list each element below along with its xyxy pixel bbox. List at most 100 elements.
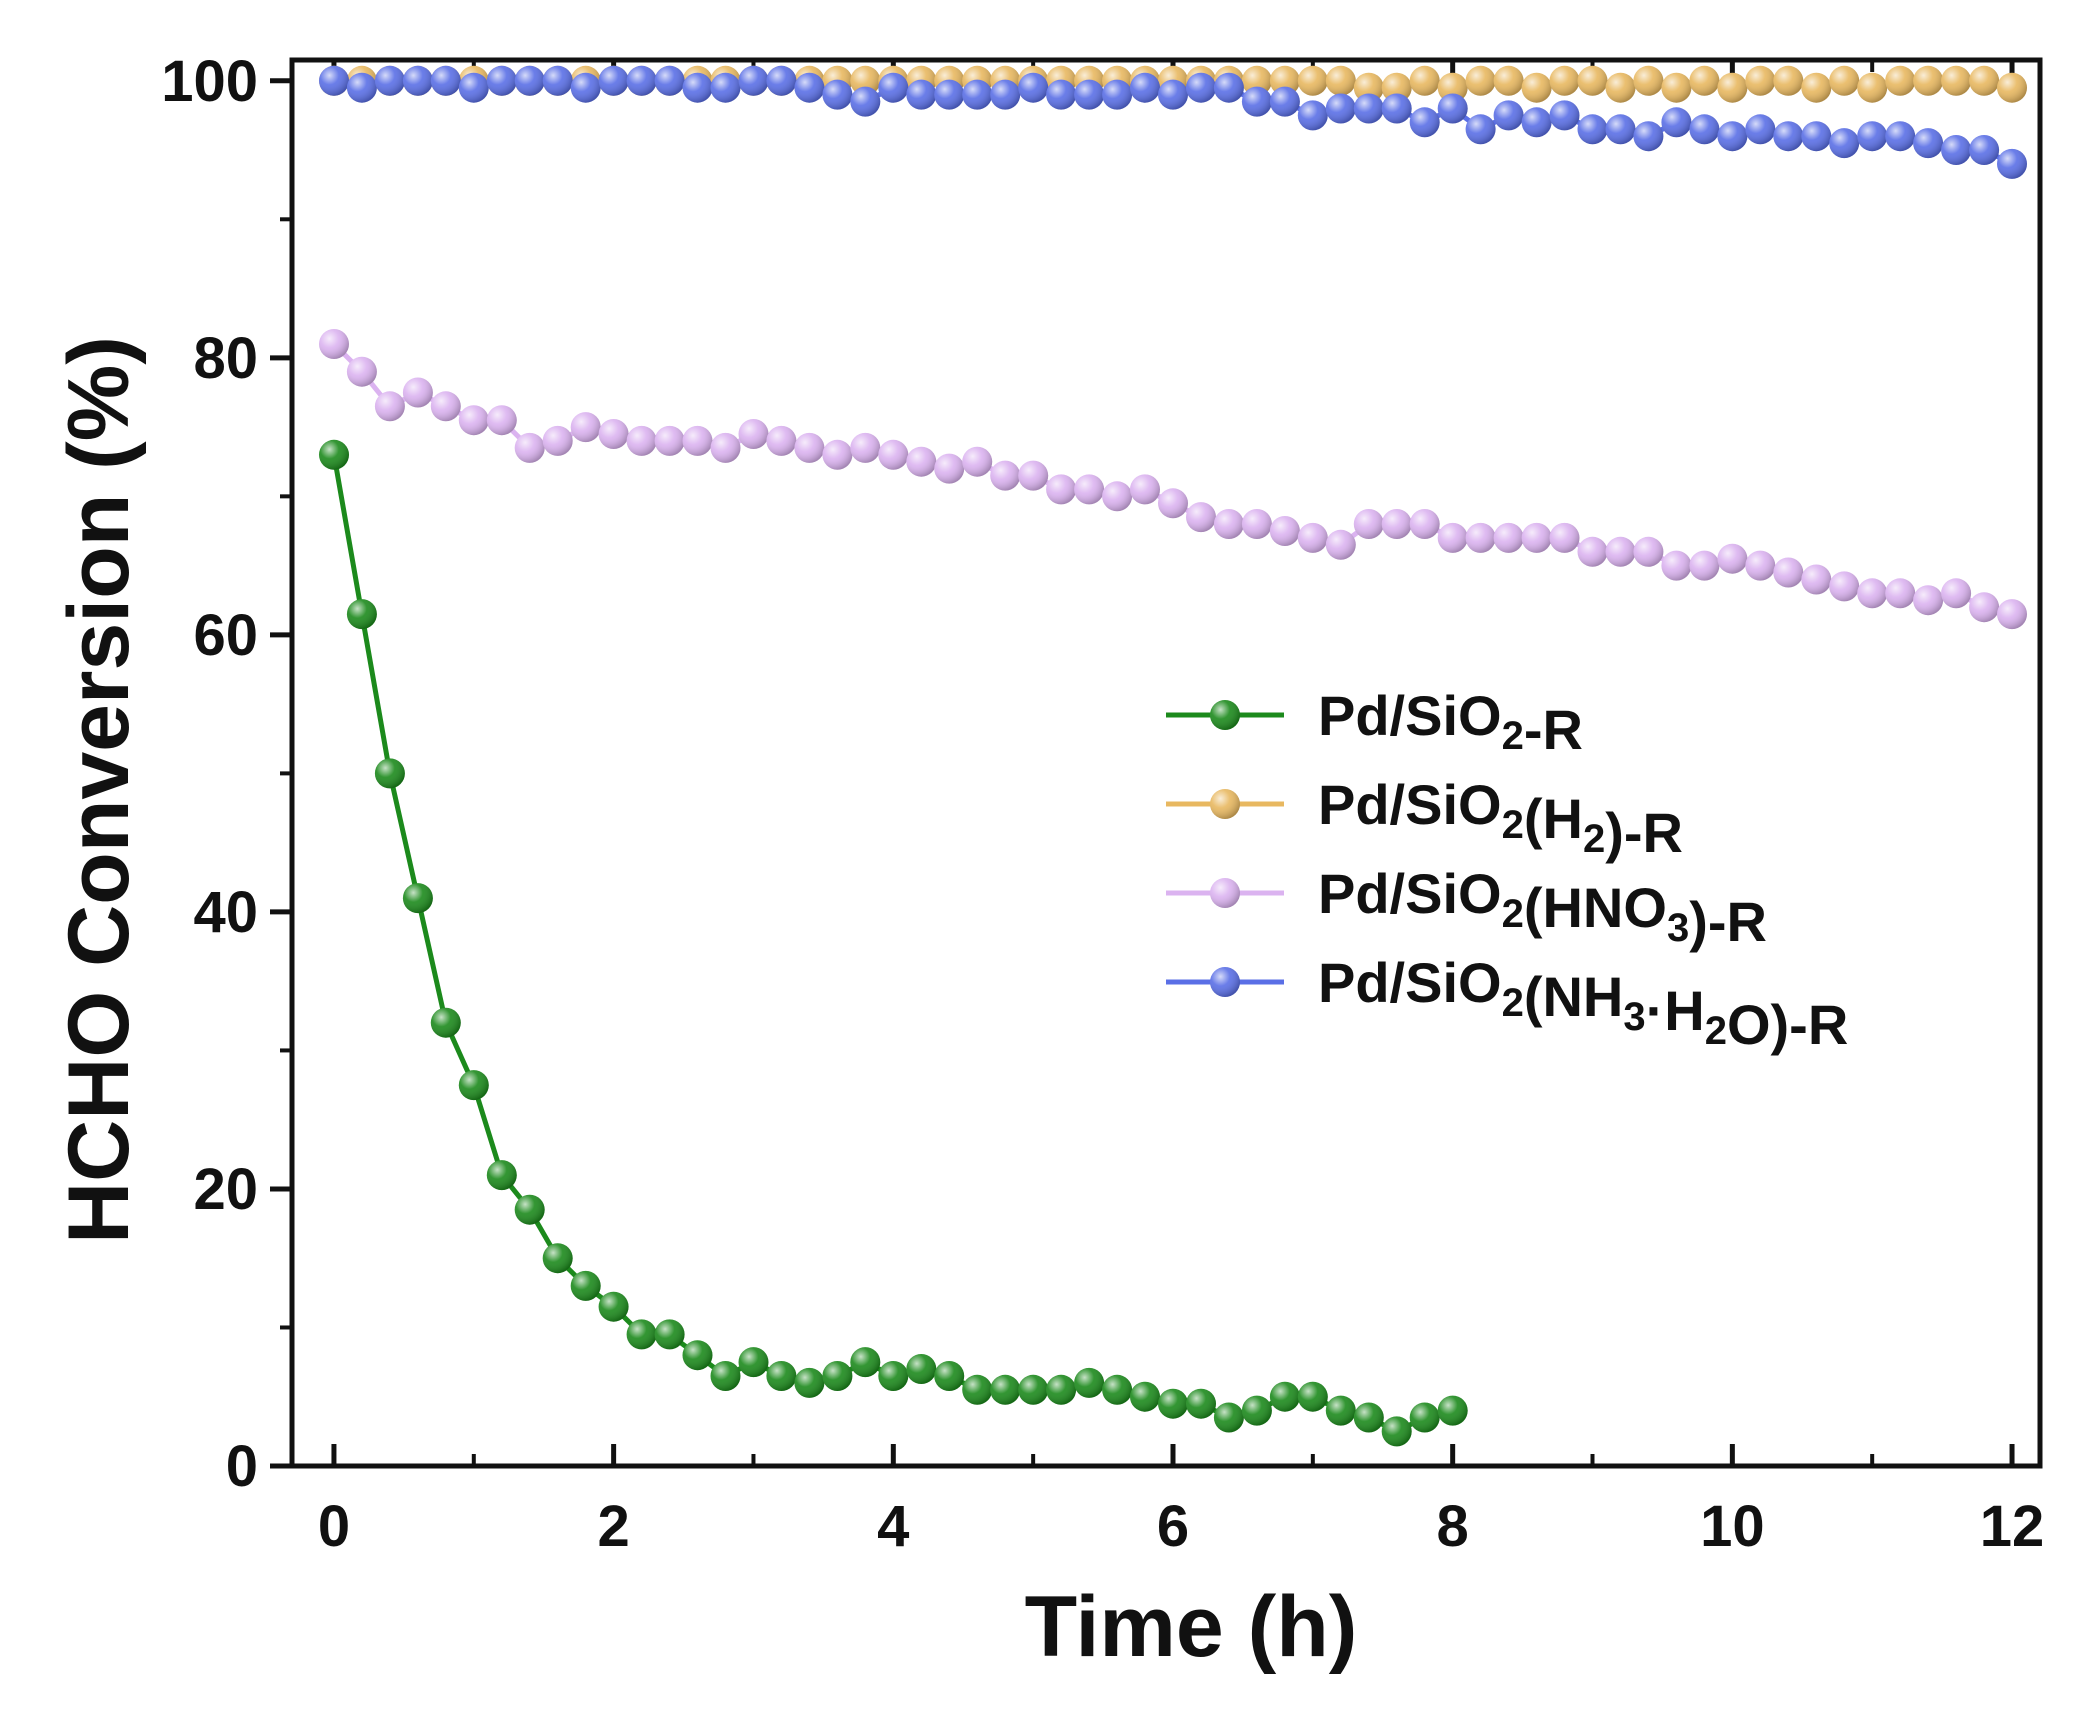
data-point-shade (1409, 65, 1440, 96)
data-point-shade (794, 1367, 825, 1398)
data-point-shade (1577, 536, 1608, 567)
data-point-shade (374, 65, 405, 96)
data-point-shade (458, 405, 489, 436)
data-point-shade (850, 65, 881, 96)
data-point-shade (1661, 550, 1692, 581)
data-point-shade (514, 1194, 545, 1225)
data-point-shade (1969, 135, 2000, 165)
legend-marker-shade (1210, 789, 1240, 819)
data-point-shade (1297, 1381, 1328, 1412)
data-point-shade (1829, 571, 1860, 602)
data-point-shade (514, 432, 545, 463)
data-point-shade (822, 79, 853, 110)
data-point-shade (626, 1319, 657, 1350)
data-point-shade (1661, 72, 1692, 103)
data-point-shade (1857, 121, 1888, 152)
data-point-shade (626, 65, 657, 96)
data-point-shade (850, 86, 881, 117)
data-point-shade (514, 65, 545, 96)
data-point-shade (766, 1361, 797, 1391)
data-point-shade (1213, 509, 1244, 539)
legend-label: Pd/SiO2(H2)-R (1318, 773, 1683, 864)
data-point-shade (1381, 72, 1412, 103)
data-point-shade (710, 72, 741, 103)
data-point-shade (1241, 1395, 1272, 1426)
data-point-shade (402, 377, 433, 408)
data-point-shade (1046, 1374, 1077, 1405)
data-point-shade (1018, 1374, 1049, 1405)
data-point-shade (1241, 86, 1272, 117)
data-point-shade (1633, 65, 1664, 96)
series-pd-sio2-r (319, 439, 1468, 1447)
x-axis-label: Time (h) (1025, 1579, 1358, 1675)
data-point-shade (1521, 72, 1552, 103)
data-point-shade (374, 758, 405, 789)
data-point-shade (682, 72, 713, 103)
data-point-shade (402, 65, 433, 96)
data-point-shade (1186, 72, 1216, 103)
data-point-shade (1465, 65, 1496, 96)
data-point-shade (1102, 481, 1133, 512)
data-point-shade (1325, 65, 1356, 96)
data-point-shade (934, 453, 965, 484)
y-tick-label: 60 (193, 603, 258, 668)
data-point-shade (1437, 522, 1468, 553)
data-point-shade (486, 405, 517, 436)
data-point-shade (1074, 79, 1105, 110)
data-point-shade (990, 79, 1021, 110)
data-point-shade (654, 425, 685, 456)
data-point-shade (710, 1361, 741, 1391)
data-point-shade (1857, 578, 1888, 609)
data-point-shade (1521, 107, 1552, 138)
data-point-shade (1829, 128, 1860, 159)
data-point-shade (1158, 488, 1188, 519)
data-point-shade (1885, 121, 1916, 152)
legend-item: Pd/SiO2(NH3·H2O)-R (1166, 951, 1848, 1056)
data-point-shade (1353, 509, 1384, 539)
data-point-shade (1493, 100, 1524, 131)
data-point-shade (1885, 578, 1916, 609)
legend-item: Pd/SiO2(HNO3)-R (1166, 862, 1767, 953)
data-point-shade (1969, 592, 2000, 623)
data-point-shade (1661, 107, 1692, 138)
data-point-shade (1773, 65, 1804, 96)
data-point-shade (486, 65, 517, 96)
data-point-shade (1577, 65, 1608, 96)
legend-label: Pd/SiO2-R (1318, 684, 1583, 761)
data-point-shade (1325, 1395, 1356, 1426)
data-point-shade (766, 425, 797, 456)
data-point-shade (1102, 1374, 1133, 1405)
data-point-shade (1717, 121, 1748, 152)
data-point-shade (1549, 100, 1580, 131)
x-tick-label: 6 (1157, 1494, 1189, 1559)
data-point-shade (1465, 522, 1496, 553)
data-point-shade (738, 419, 769, 449)
data-point-shade (570, 72, 601, 103)
data-point-shade (1997, 148, 2027, 179)
data-point-shade (1381, 509, 1412, 539)
data-point-shade (1353, 1402, 1384, 1433)
data-point-shade (598, 1291, 629, 1322)
x-tick-label: 2 (597, 1494, 629, 1559)
data-point-shade (1297, 522, 1328, 553)
data-point-shade (1213, 72, 1244, 103)
x-tick-label: 0 (318, 1494, 350, 1559)
data-point-shade (738, 65, 769, 96)
y-axis-label: HCHO Conversion (%) (51, 336, 147, 1244)
data-point-shade (1717, 72, 1748, 103)
data-point-shade (458, 72, 489, 103)
data-point-shade (1493, 522, 1524, 553)
legend-item: Pd/SiO2(H2)-R (1166, 773, 1683, 864)
data-point-shade (1018, 460, 1049, 491)
data-point-shade (1269, 1381, 1300, 1412)
data-point-shade (1549, 65, 1580, 96)
data-point-shade (598, 65, 629, 96)
data-point-shade (710, 432, 741, 463)
data-point-shade (682, 425, 713, 456)
data-point-shade (822, 1361, 853, 1391)
data-point-shade (542, 1243, 573, 1274)
x-tick-label: 4 (877, 1494, 909, 1559)
data-point-shade (1297, 65, 1328, 96)
data-point-shade (962, 79, 993, 110)
